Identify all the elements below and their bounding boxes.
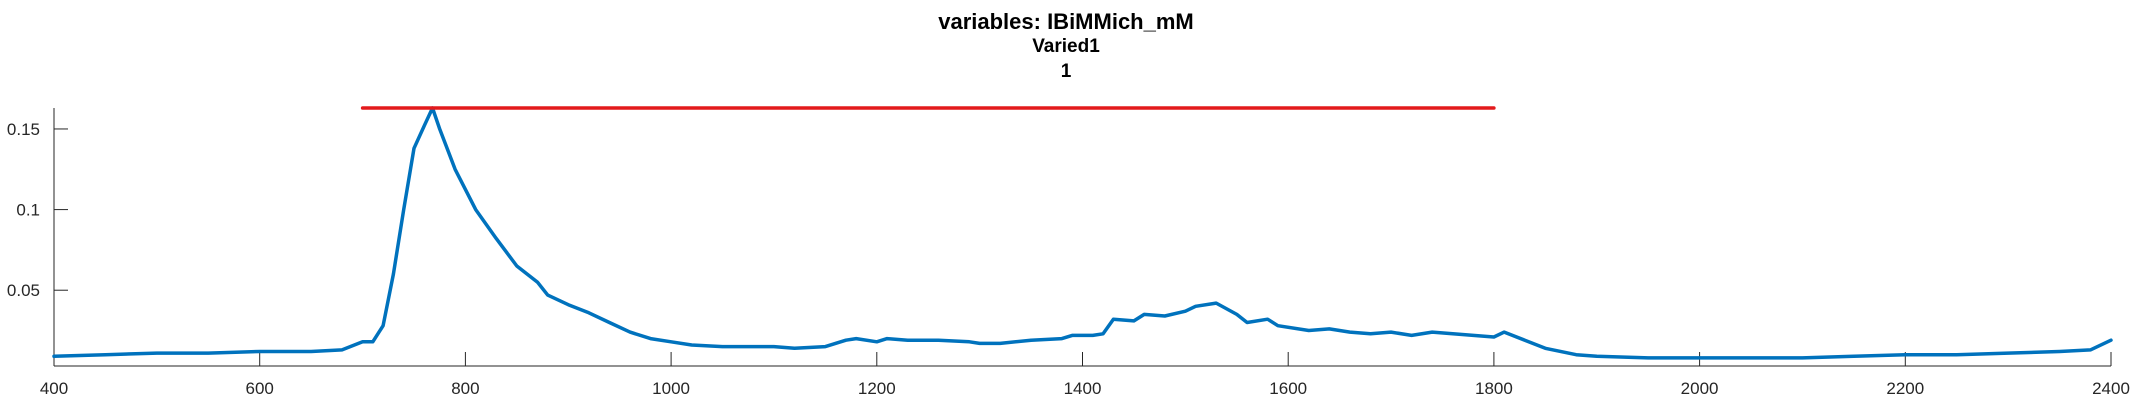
x-tick-label: 1600 (1269, 379, 1307, 398)
data-series-line (52, 106, 2113, 360)
x-tick-label: 800 (451, 379, 479, 398)
chart-subtitle-line-1: Varied1 (1032, 36, 1100, 57)
chart-title: variables: IBiMMich_mM (938, 9, 1194, 34)
chart-subtitle-line-2: 1 (1061, 61, 1072, 82)
x-tick-label: 1800 (1475, 379, 1513, 398)
x-tick-label: 2000 (1681, 379, 1719, 398)
x-tick-label: 1000 (652, 379, 690, 398)
x-tick-label: 400 (40, 379, 68, 398)
x-tick-label: 2200 (1886, 379, 1924, 398)
y-tick-label: 0.15 (7, 120, 40, 139)
series-layer (52, 106, 2113, 360)
y-tick-label: 0.1 (16, 201, 40, 220)
x-tick-label: 2400 (2092, 379, 2130, 398)
x-tick-label: 600 (246, 379, 274, 398)
plot-axes: 400 600 800 1000 1200 1400 1600 1800 2000 2200 240… (7, 108, 2130, 398)
x-tick-label: 1400 (1064, 379, 1102, 398)
y-tick-label: 0.05 (7, 281, 40, 300)
x-tick-label: 1200 (858, 379, 896, 398)
